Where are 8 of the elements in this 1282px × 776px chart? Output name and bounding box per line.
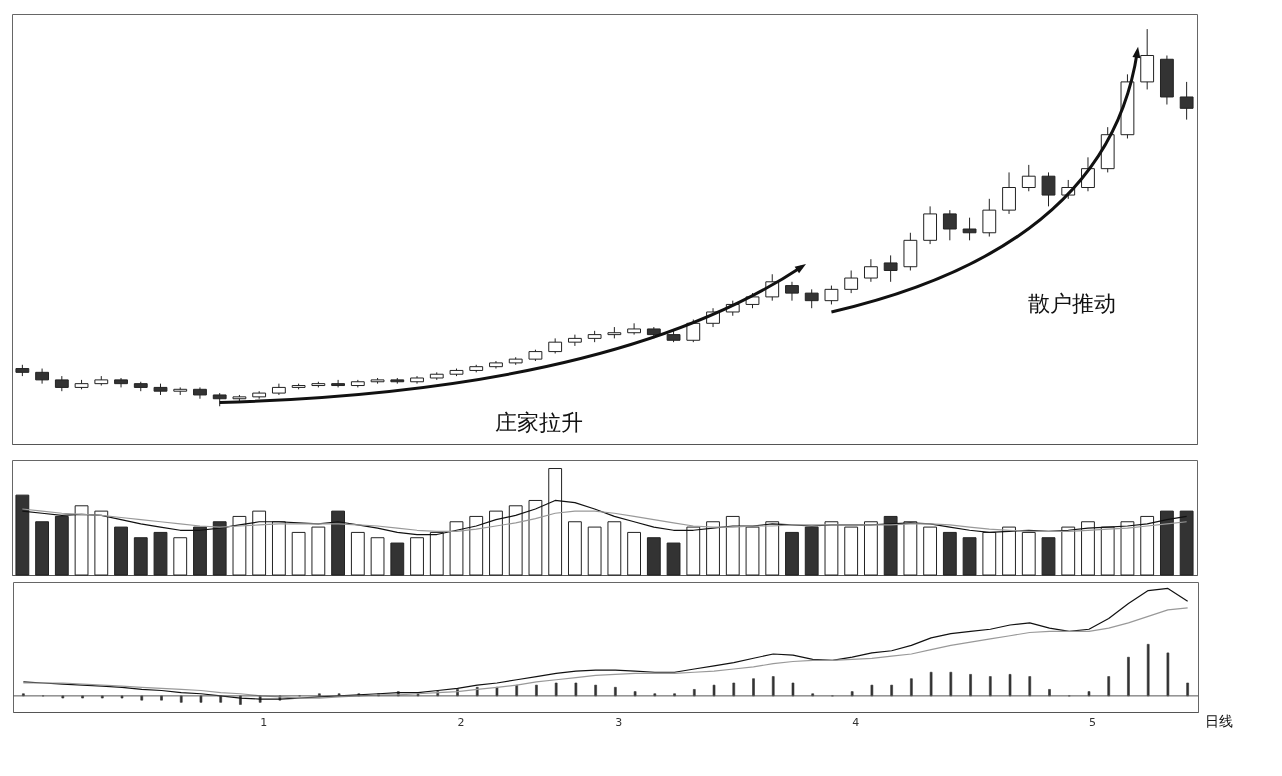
x-tick-label: 2 — [457, 715, 465, 729]
x-tick-label: 3 — [615, 715, 623, 729]
text: 庄家拉升 — [495, 409, 584, 435]
x-tick-label: 5 — [1088, 715, 1096, 729]
text: 日线 — [1205, 713, 1233, 729]
x-tick-label: 4 — [852, 715, 860, 729]
annotation: 散户推动 — [1028, 291, 1117, 317]
x-tick-label: 1 — [260, 715, 268, 729]
